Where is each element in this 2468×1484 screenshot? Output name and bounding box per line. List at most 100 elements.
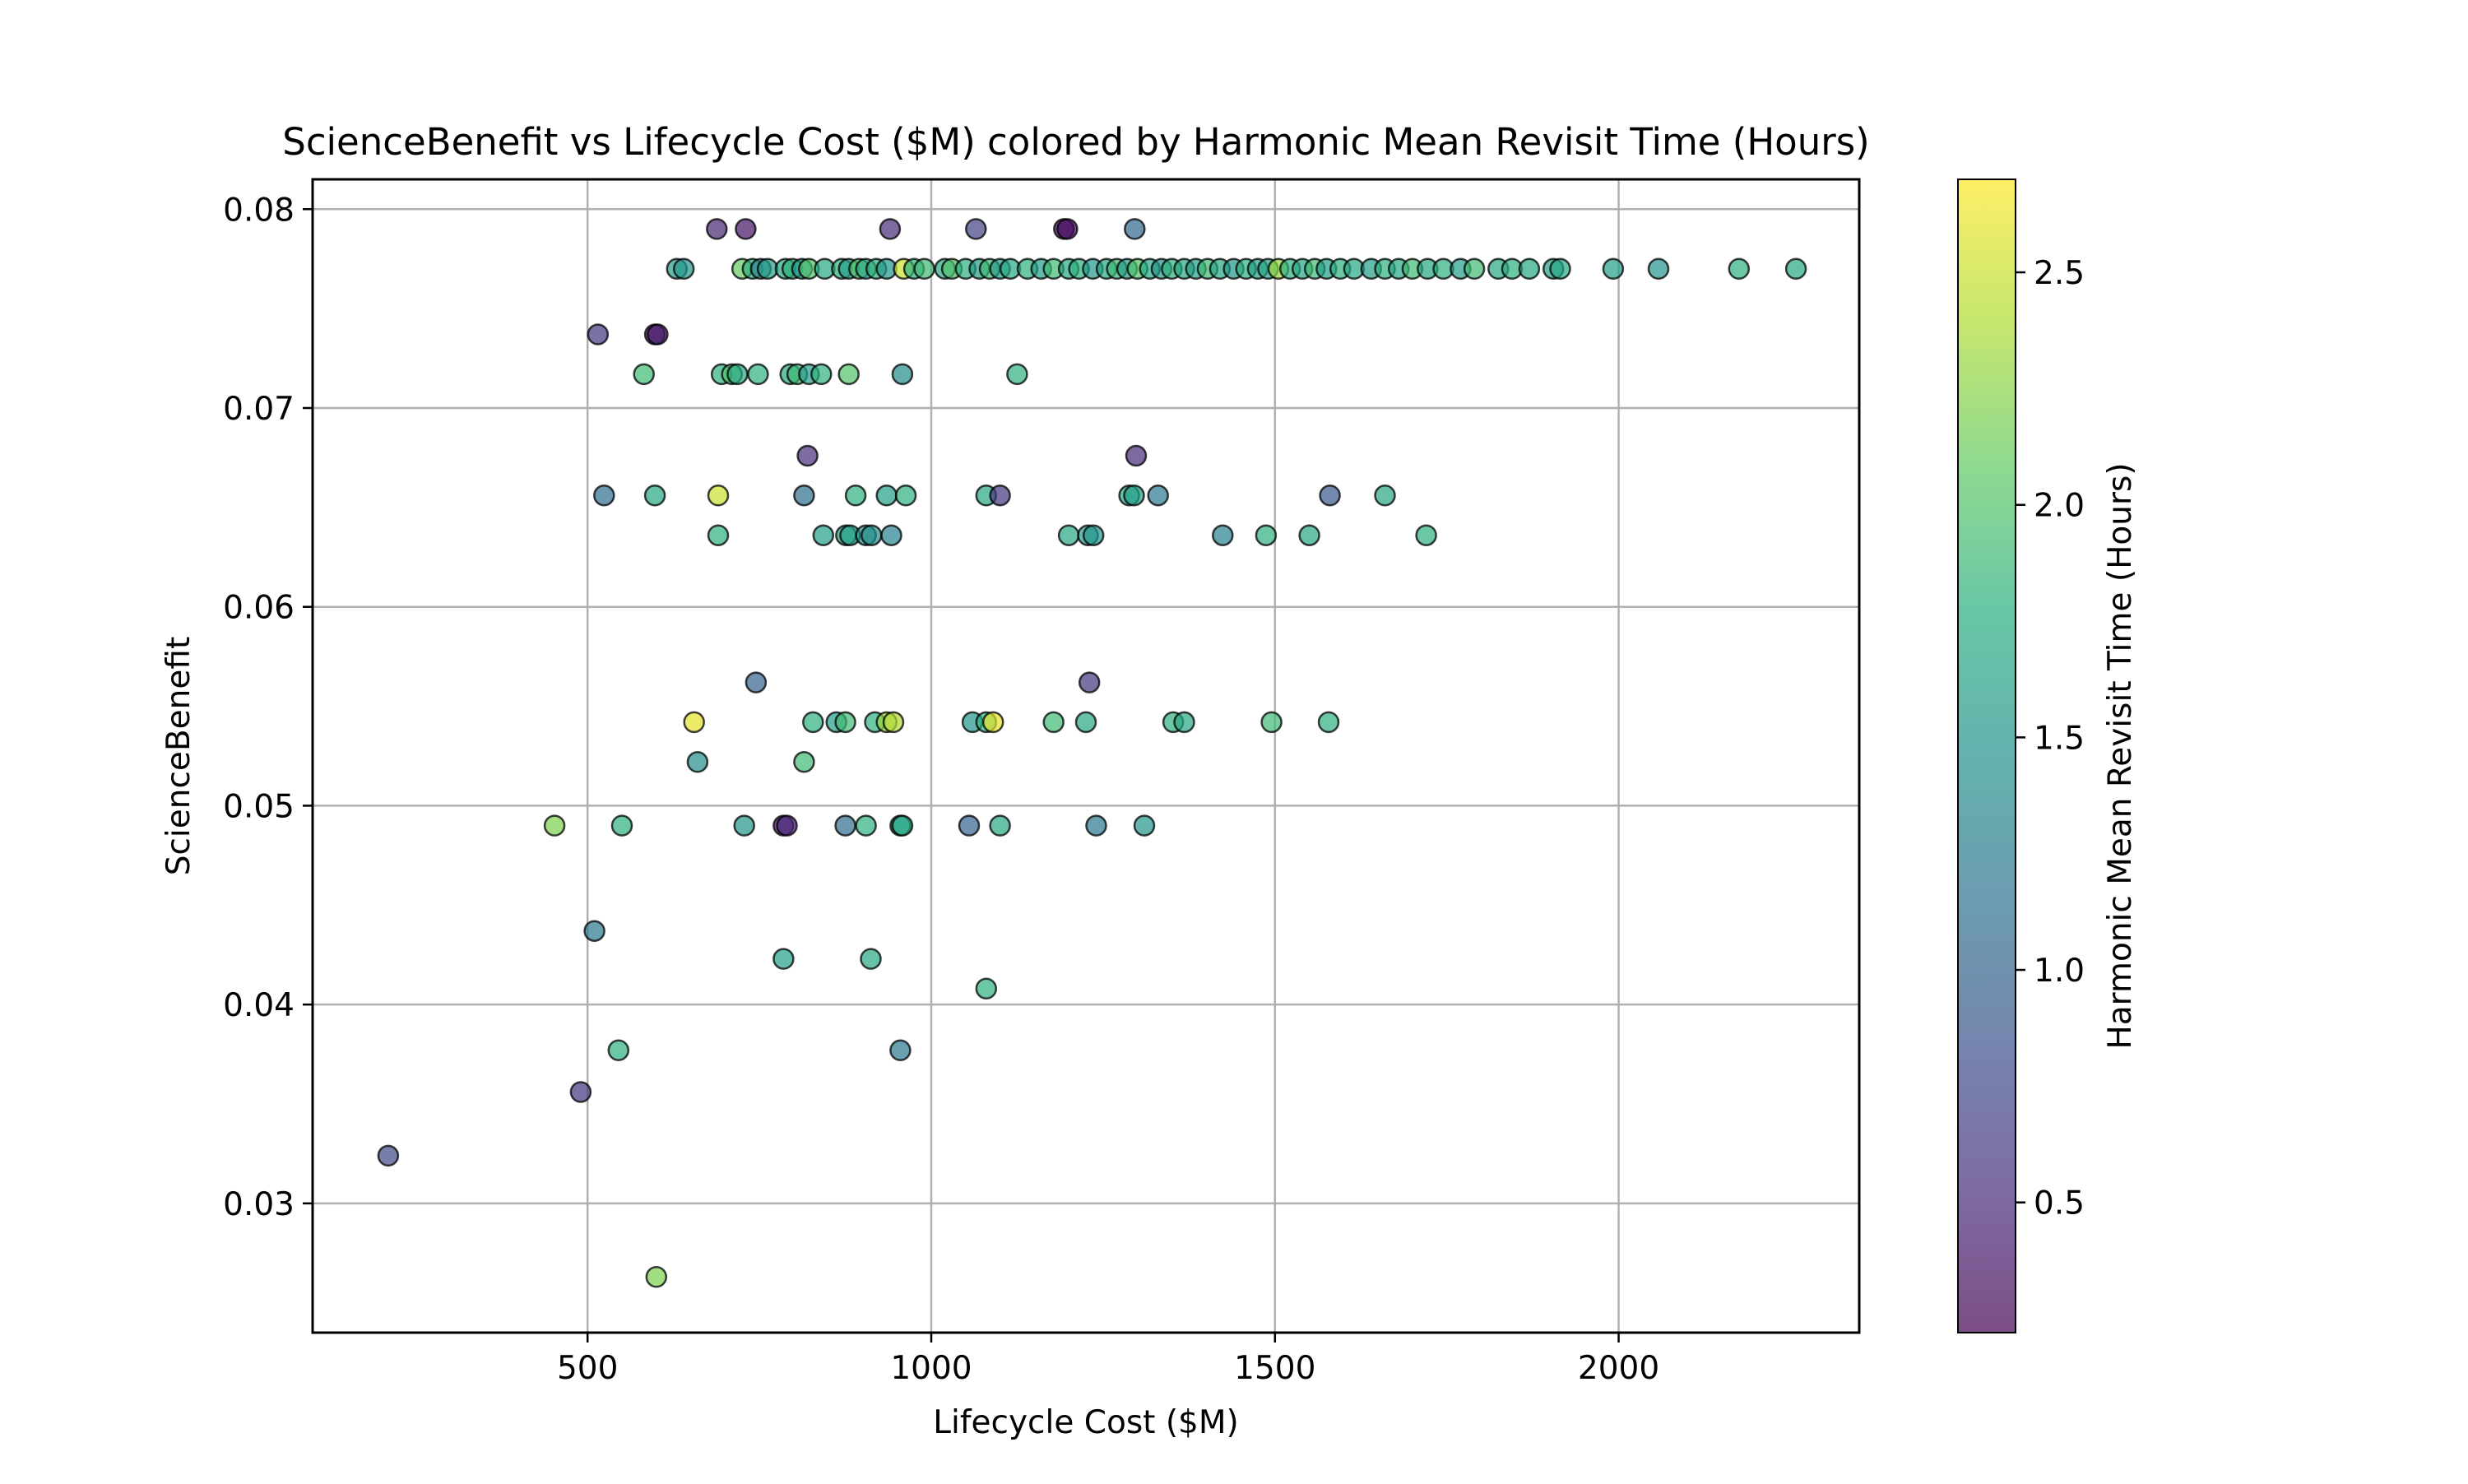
data-point (855, 814, 877, 837)
data-point (726, 363, 749, 386)
data-point (989, 485, 1011, 507)
x-tick-label: 1500 (1234, 1350, 1315, 1387)
data-point (645, 1266, 668, 1288)
data-point (1124, 218, 1146, 240)
data-point (1260, 711, 1283, 734)
colorbar-ticks: 0.5 1.0 1.5 2.0 2.5 (2016, 255, 2085, 1222)
y-tick-label: 0.07 (223, 391, 295, 428)
data-point (1317, 711, 1340, 734)
data-point (861, 524, 883, 546)
colorbar-tick-label: 1.5 (2034, 720, 2085, 757)
data-point (543, 814, 566, 837)
data-point (1006, 363, 1028, 386)
data-point (796, 444, 819, 467)
y-tick-label: 0.04 (223, 987, 295, 1024)
data-point (875, 485, 898, 507)
x-tick-label: 500 (557, 1350, 618, 1387)
data-point (610, 814, 633, 837)
data-point (1415, 524, 1437, 546)
data-point (1463, 257, 1486, 281)
y-tick-label: 0.06 (223, 590, 295, 627)
data-point (707, 485, 730, 507)
data-points (377, 218, 1807, 1288)
data-point (1074, 711, 1097, 734)
data-point (1133, 814, 1156, 837)
data-point (989, 814, 1011, 837)
data-point (643, 485, 666, 507)
colorbar-label: Harmonic Mean Revisit Time (Hours) (2102, 462, 2139, 1049)
data-point (837, 363, 860, 386)
data-point (958, 814, 981, 837)
data-point (834, 814, 856, 837)
data-point (812, 524, 835, 546)
data-point (1125, 444, 1148, 467)
data-point (1549, 257, 1571, 281)
data-point (975, 977, 998, 1000)
data-point (1602, 257, 1625, 281)
data-point (683, 711, 705, 734)
x-axis-ticks: 500 1000 1500 2000 (557, 1333, 1659, 1387)
data-point (844, 485, 867, 507)
y-axis-label: ScienceBenefit (160, 637, 197, 876)
colorbar-tick-label: 2.0 (2034, 488, 2085, 525)
data-point (735, 218, 757, 240)
data-point (1173, 711, 1195, 734)
data-point (1298, 524, 1320, 546)
data-point (802, 711, 824, 734)
data-point (882, 711, 905, 734)
data-point (686, 751, 709, 773)
data-point (1728, 257, 1751, 281)
data-point (891, 814, 914, 837)
data-point (1078, 671, 1101, 693)
data-point (1057, 524, 1080, 546)
data-point (1123, 485, 1145, 507)
data-point (1647, 257, 1670, 281)
data-point (672, 257, 695, 281)
data-point (965, 218, 987, 240)
data-point (860, 948, 882, 970)
data-point (981, 711, 1004, 734)
data-point (1784, 257, 1807, 281)
data-point (834, 711, 856, 734)
data-point (894, 485, 917, 507)
data-point (1319, 485, 1341, 507)
data-point (772, 948, 795, 970)
data-point (587, 323, 610, 345)
data-point (891, 363, 914, 386)
colorbar-tick-label: 2.5 (2034, 255, 2085, 292)
y-tick-label: 0.05 (223, 788, 295, 825)
data-point (706, 218, 728, 240)
data-point (593, 485, 615, 507)
data-point (377, 1144, 400, 1167)
data-point (1082, 524, 1105, 546)
plot-area-frame (311, 178, 1861, 1334)
data-point (707, 524, 730, 546)
data-point (633, 363, 655, 386)
data-point (745, 671, 768, 693)
grid-lines (313, 179, 1859, 1333)
data-point (1374, 485, 1396, 507)
x-axis-label: Lifecycle Cost ($M) (933, 1404, 1238, 1441)
data-point (913, 257, 935, 281)
y-axis-ticks: 0.03 0.04 0.05 0.06 0.07 0.08 (223, 192, 313, 1223)
y-tick-label: 0.03 (223, 1186, 295, 1223)
data-point (733, 814, 755, 837)
x-tick-label: 2000 (1578, 1350, 1659, 1387)
data-point (880, 524, 902, 546)
data-point (810, 363, 833, 386)
data-point (793, 485, 815, 507)
data-point (793, 751, 815, 773)
data-point (1147, 485, 1169, 507)
x-tick-label: 1000 (890, 1350, 972, 1387)
data-point (747, 363, 769, 386)
data-point (1085, 814, 1107, 837)
colorbar (1957, 179, 2016, 1333)
data-point (879, 218, 902, 240)
colorbar-tick-label: 1.0 (2034, 953, 2085, 990)
data-point (583, 920, 605, 942)
data-point (889, 1039, 912, 1062)
y-tick-label: 0.08 (223, 192, 295, 229)
data-point (1518, 257, 1541, 281)
chart-title: ScienceBenefit vs Lifecycle Cost ($M) co… (282, 120, 1870, 164)
